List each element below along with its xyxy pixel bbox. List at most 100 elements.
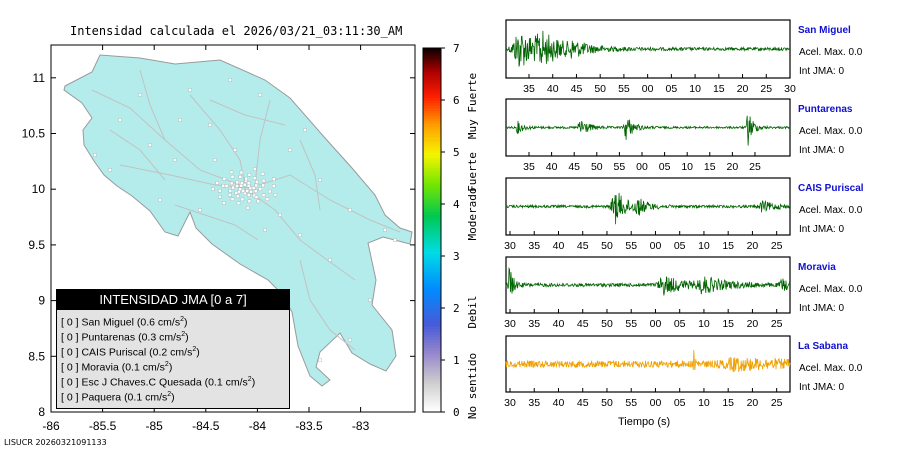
station-marker [215, 181, 220, 185]
road [249, 174, 401, 233]
station-marker [348, 338, 352, 342]
station-marker [244, 176, 249, 181]
station-marker [298, 233, 302, 237]
legend-item-value: (0.1 cm/s [124, 391, 168, 404]
legend-item-close: ) [183, 316, 188, 329]
legend-item-name: San Miguel [81, 316, 134, 329]
chart-title: Intensidad calculada el 2026/03/21_03:11… [70, 24, 403, 38]
station-marker [188, 88, 192, 92]
x-tick-label: -85.5 [89, 419, 117, 433]
station-marker [224, 184, 229, 188]
station-name: Moravia [798, 262, 836, 273]
legend-item: [ 0 ] CAIS Puriscal (0.2 cm/s2) [61, 346, 200, 359]
costa-rica-land [63, 54, 413, 387]
station-marker [318, 358, 322, 362]
station-marker [272, 177, 276, 181]
station-marker [234, 191, 238, 195]
station-max-acceleration: Acel. Max. 0.0 [799, 205, 863, 216]
legend-item-exponent: 2 [164, 361, 169, 368]
station-marker [303, 128, 307, 132]
station-marker [229, 181, 234, 186]
station-marker [228, 78, 232, 82]
legend-item-exponent: 2 [247, 376, 252, 383]
station-marker [211, 187, 215, 191]
x-tick-label: -83.5 [295, 419, 323, 433]
station-marker [368, 298, 372, 302]
intensity-legend: INTENSIDAD JMA [0 a 7] [ 0 ] San Miguel … [56, 289, 290, 409]
y-tick-label: 8.5 [28, 349, 45, 363]
y-tick-label: 9.5 [28, 238, 45, 252]
legend-item-exponent: 2 [192, 346, 197, 353]
station-jma-intensity: Int JMA: 0 [799, 145, 845, 156]
legend-item-value: (0.2 cm/s [149, 346, 193, 359]
footer-id: LISUCR 20260321091133 [4, 438, 107, 447]
legend-item-name: CAIS Puriscal [81, 346, 147, 359]
station-marker [222, 201, 226, 205]
legend-item-value: (0.1 cm/s [204, 376, 248, 389]
road [239, 184, 356, 281]
station-marker [235, 180, 239, 185]
station-marker [252, 176, 257, 180]
legend-item-close: ) [185, 331, 189, 344]
station-marker [268, 189, 272, 194]
station-marker [247, 199, 252, 204]
x-tick-label: -84.5 [192, 419, 220, 433]
station-marker [273, 192, 278, 197]
station-marker [261, 183, 265, 188]
station-marker [263, 228, 267, 232]
station-marker [198, 208, 202, 212]
road-network [91, 69, 401, 351]
station-marker [272, 184, 276, 188]
legend-item-exponent: 2 [181, 331, 186, 338]
legend-item-exponent: 2 [180, 316, 184, 323]
station-marker [245, 189, 249, 193]
station-marker [173, 158, 177, 162]
station-marker [233, 148, 237, 152]
station-name: San Miguel [798, 25, 851, 36]
station-marker [229, 170, 234, 175]
station-marker [255, 180, 259, 184]
road [109, 129, 166, 181]
station-marker [148, 143, 152, 147]
station-marker [258, 93, 262, 97]
station-marker [254, 195, 259, 199]
station-marker [253, 189, 258, 193]
road [174, 204, 259, 241]
station-marker [256, 199, 260, 204]
y-tick-label: 9 [38, 294, 45, 308]
station-marker [240, 197, 245, 202]
station-marker [238, 175, 242, 179]
station-marker [218, 188, 222, 193]
station-marker [236, 194, 240, 199]
station-name: CAIS Puriscal [798, 183, 864, 194]
station-marker [253, 167, 257, 171]
station-marker [93, 153, 97, 157]
station-marker [265, 197, 270, 201]
station-marker [222, 177, 227, 181]
station-marker [241, 189, 245, 193]
legend-item-level: [ 0 ] [61, 316, 79, 329]
legend-item-name: Paquera [81, 391, 122, 404]
station-marker [239, 170, 244, 175]
legend-item: [ 0 ] Esc J Chaves.C Quesada (0.1 cm/s2) [61, 376, 255, 389]
station-marker [348, 208, 352, 212]
station-marker [235, 184, 239, 188]
legend-item-name: Moravia [81, 361, 119, 374]
station-jma-intensity: Int JMA: 0 [799, 303, 845, 314]
road [299, 259, 356, 351]
station-marker [251, 186, 256, 190]
station-marker [158, 198, 162, 202]
y-tick-label: 10 [32, 182, 46, 196]
station-marker [108, 168, 112, 172]
map-frame [50, 44, 416, 413]
station-marker [258, 187, 262, 191]
x-tick-label: -83 [352, 419, 370, 433]
station-marker [393, 238, 397, 242]
legend-item-level: [ 0 ] [61, 391, 79, 404]
station-marker [178, 118, 182, 122]
road [254, 99, 271, 186]
station-marker [239, 184, 243, 188]
station-marker [243, 183, 247, 187]
station-marker [221, 183, 225, 188]
station-max-acceleration: Acel. Max. 0.0 [799, 126, 863, 137]
